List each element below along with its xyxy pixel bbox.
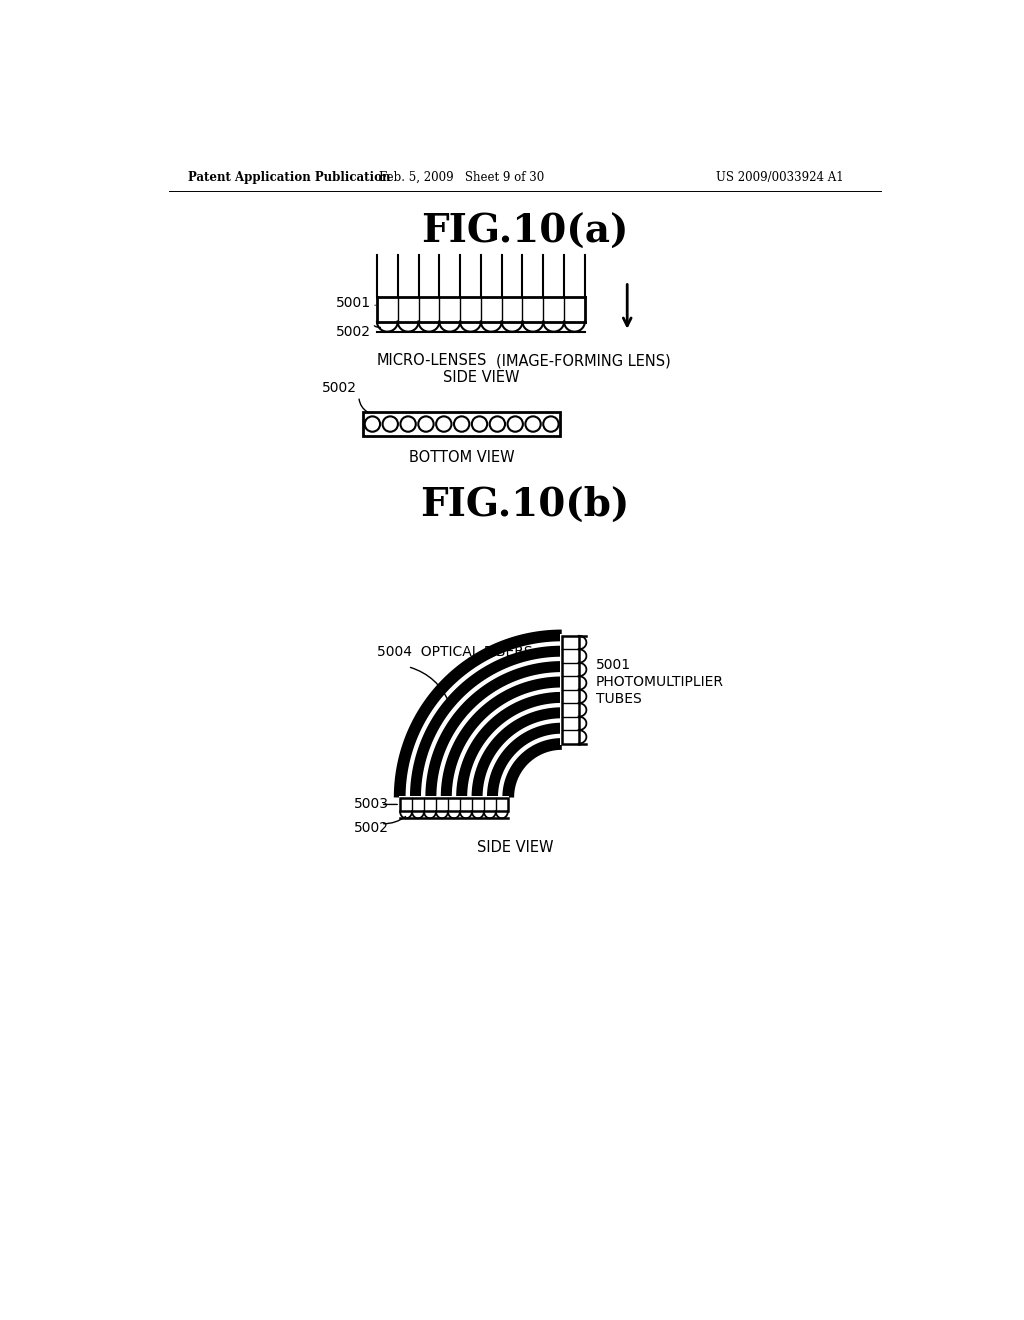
Text: SIDE VIEW: SIDE VIEW [442, 370, 519, 385]
Text: 5003: 5003 [354, 797, 389, 812]
Bar [398, 796, 509, 820]
Text: 5004  OPTICAL FIBERS: 5004 OPTICAL FIBERS [377, 645, 532, 659]
Bar [400, 797, 508, 812]
Text: MICRO-LENSES: MICRO-LENSES [377, 354, 487, 368]
Text: Feb. 5, 2009   Sheet 9 of 30: Feb. 5, 2009 Sheet 9 of 30 [379, 172, 545, 185]
Bar [364, 412, 560, 437]
Text: 5001
PHOTOMULTIPLIER
TUBES: 5001 PHOTOMULTIPLIER TUBES [596, 657, 724, 706]
Text: 5002: 5002 [354, 821, 389, 834]
Text: 5002: 5002 [336, 326, 371, 339]
Bar [562, 636, 579, 743]
Text: Patent Application Publication: Patent Application Publication [188, 172, 391, 185]
Text: FIG.10(a): FIG.10(a) [421, 213, 629, 251]
Text: FIG.10(b): FIG.10(b) [420, 486, 630, 524]
Text: 5002: 5002 [323, 380, 357, 395]
Text: BOTTOM VIEW: BOTTOM VIEW [409, 450, 514, 465]
Bar [560, 635, 593, 744]
Text: US 2009/0033924 A1: US 2009/0033924 A1 [716, 172, 844, 185]
Text: (IMAGE-FORMING LENS): (IMAGE-FORMING LENS) [497, 354, 671, 368]
Text: 5001: 5001 [336, 296, 371, 310]
Text: SIDE VIEW: SIDE VIEW [477, 840, 554, 855]
